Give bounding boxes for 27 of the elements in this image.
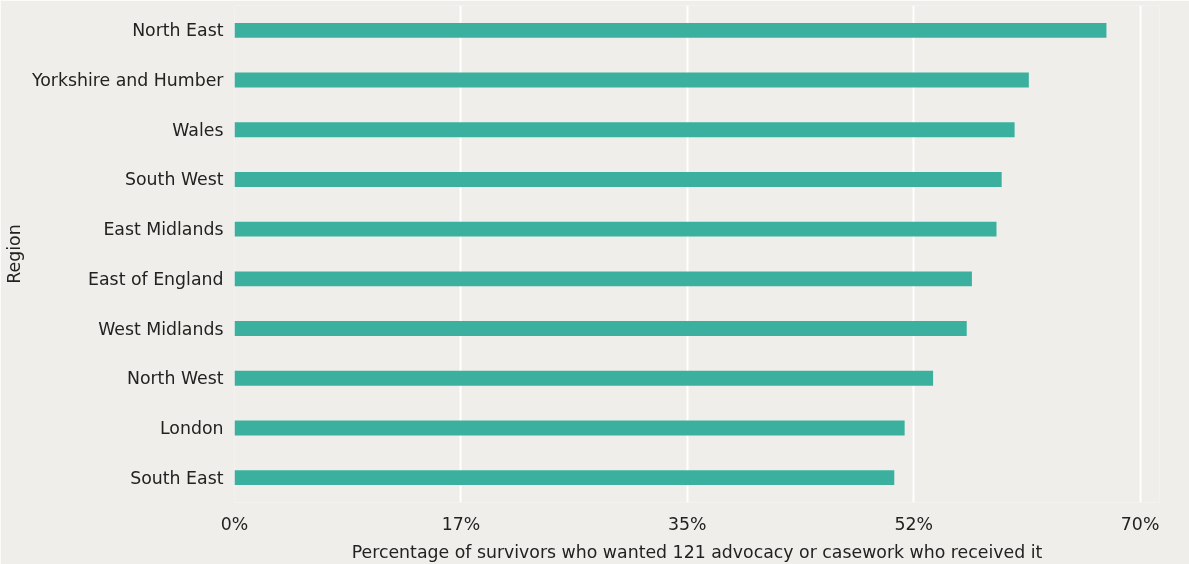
x-tick-label: 17% (441, 513, 481, 534)
x-tick-label: 35% (668, 513, 707, 534)
bar (234, 122, 1015, 138)
y-tick-label: Wales (172, 119, 224, 140)
bar (234, 470, 895, 486)
x-axis-title: Percentage of survivors who wanted 121 advocacy or casework who received it (351, 541, 1043, 562)
y-tick-label: East of England (88, 268, 224, 289)
y-tick-label: South West (125, 169, 224, 190)
bar (234, 271, 972, 287)
y-tick-label: London (159, 417, 224, 438)
bar (234, 420, 905, 436)
y-tick-label: South East (130, 467, 224, 488)
y-axis-title: Region (3, 224, 24, 284)
bar (234, 72, 1029, 88)
bar (234, 221, 997, 237)
y-tick-label: East Midlands (103, 219, 224, 240)
x-tick-label: 52% (894, 513, 933, 534)
bar (234, 321, 967, 336)
bar (234, 370, 934, 386)
y-tick-label: North East (132, 20, 224, 41)
y-tick-label: Yorkshire and Humber (30, 70, 225, 91)
y-tick-label: North West (126, 368, 224, 389)
bar (234, 171, 1002, 187)
y-tick-label: West Midlands (98, 318, 224, 339)
x-tick-label: 0% (220, 513, 249, 534)
bar (234, 22, 1107, 38)
x-tick-label: 70% (1120, 513, 1160, 534)
